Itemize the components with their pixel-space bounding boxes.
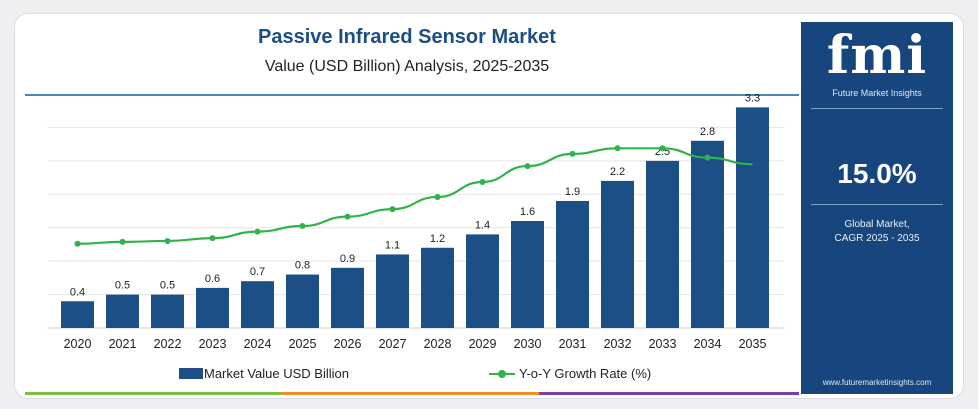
x-tick-2023: 2023 <box>199 337 227 351</box>
x-tick-2020: 2020 <box>64 337 92 351</box>
growth-point-2034 <box>704 154 711 161</box>
x-tick-2034: 2034 <box>694 337 722 351</box>
growth-point-2033 <box>659 145 666 152</box>
x-tick-2022: 2022 <box>154 337 182 351</box>
bar-2030 <box>511 221 544 328</box>
bar-label-2025: 0.8 <box>295 260 310 272</box>
strip-segment-purple <box>539 392 799 395</box>
x-tick-2027: 2027 <box>379 337 407 351</box>
cagr-label-line1: Global Market, <box>844 219 910 230</box>
x-tick-2028: 2028 <box>424 337 452 351</box>
chart-panel: Passive Infrared Sensor Market Value (US… <box>15 14 799 398</box>
market-chart: 0.4 2020 0.5 2021 0.5 2022 0.6 2023 0.7 2024 0.8 20… <box>47 92 785 351</box>
bar-2031 <box>556 200 589 328</box>
sidebar-panel: fmi Future Market Insights 15.0% Global … <box>801 22 953 394</box>
sidebar-divider-top <box>811 108 943 109</box>
cagr-label: Global Market, CAGR 2025 - 2035 <box>801 218 953 246</box>
legend-bar-label: Market Value USD Billion <box>204 366 349 381</box>
cagr-label-line2: CAGR 2025 - 2035 <box>834 233 920 244</box>
x-tick-2031: 2031 <box>559 337 587 351</box>
growth-rate-line <box>77 147 753 245</box>
chart-subtitle: Value (USD Billion) Analysis, 2025-2035 <box>264 58 550 75</box>
cagr-value: 15.0% <box>837 158 917 189</box>
bar-label-2022: 0.5 <box>160 280 175 292</box>
bar-2020 <box>61 301 94 328</box>
x-tick-2035: 2035 <box>739 337 767 351</box>
bar-2025 <box>286 274 319 328</box>
growth-point-2028 <box>434 193 441 200</box>
website-url: www.futuremarketinsights.com <box>822 378 932 387</box>
growth-point-2023 <box>209 235 216 242</box>
bar-label-2024: 0.7 <box>250 266 265 278</box>
title-divider <box>25 94 799 96</box>
logo-subtitle: Future Market Insights <box>832 88 922 98</box>
growth-point-2022 <box>164 237 171 244</box>
growth-point-2024 <box>254 228 261 235</box>
bar-label-2028: 1.2 <box>430 233 445 245</box>
x-tick-2026: 2026 <box>334 337 362 351</box>
bar-2029 <box>466 234 499 328</box>
bar-2035 <box>736 107 769 328</box>
growth-point-2026 <box>344 213 351 220</box>
bar-label-2032: 2.2 <box>610 166 625 178</box>
bar-label-2027: 1.1 <box>385 239 400 251</box>
legend-line-label: Y-o-Y Growth Rate (%) <box>519 366 652 381</box>
growth-point-2031 <box>569 150 576 157</box>
bar-2034 <box>691 140 724 328</box>
growth-point-2020 <box>74 240 81 247</box>
bar-label-2021: 0.5 <box>115 280 130 292</box>
legend-line-swatch <box>489 369 515 378</box>
bar-label-2029: 1.4 <box>475 219 490 231</box>
bar-2024 <box>241 281 274 328</box>
growth-point-2030 <box>524 163 531 170</box>
bar-2021 <box>106 294 139 328</box>
bar-2033 <box>646 160 679 328</box>
bar-label-2031: 1.9 <box>565 186 580 198</box>
bar-2028 <box>421 247 454 328</box>
x-tick-2029: 2029 <box>469 337 497 351</box>
sidebar-divider-middle <box>811 204 943 205</box>
bar-label-2034: 2.8 <box>700 126 715 138</box>
x-tick-2021: 2021 <box>109 337 137 351</box>
bar-2032 <box>601 180 634 328</box>
bar-2022 <box>151 294 184 328</box>
bar-2027 <box>376 254 409 328</box>
growth-point-2021 <box>119 238 126 245</box>
fmi-logo: fmi <box>826 25 928 86</box>
x-tick-2032: 2032 <box>604 337 632 351</box>
bar-2026 <box>331 267 364 328</box>
bar-label-2030: 1.6 <box>520 206 535 218</box>
x-tick-2024: 2024 <box>244 337 272 351</box>
x-tick-2033: 2033 <box>649 337 677 351</box>
legend-bar-swatch <box>179 368 203 379</box>
legend-item-market-value: Market Value USD Billion <box>179 366 349 381</box>
bar-label-2035: 3.3 <box>745 92 760 104</box>
bottom-color-strip <box>25 392 799 395</box>
chart-card: Passive Infrared Sensor Market Value (US… <box>14 13 964 399</box>
growth-point-2029 <box>479 178 486 185</box>
bar-label-2023: 0.6 <box>205 273 220 285</box>
bar-label-2026: 0.9 <box>340 253 355 265</box>
growth-point-2025 <box>299 222 306 229</box>
x-tick-2025: 2025 <box>289 337 317 351</box>
chart-title: Passive Infrared Sensor Market <box>258 26 556 48</box>
growth-point-2027 <box>389 206 396 213</box>
strip-segment-orange <box>281 392 539 395</box>
strip-segment-green <box>25 392 281 395</box>
x-tick-2030: 2030 <box>514 337 542 351</box>
legend-item-growth-rate: Y-o-Y Growth Rate (%) <box>489 366 651 381</box>
bar-2023 <box>196 287 229 328</box>
growth-point-2032 <box>614 145 621 152</box>
bar-label-2020: 0.4 <box>70 286 85 298</box>
